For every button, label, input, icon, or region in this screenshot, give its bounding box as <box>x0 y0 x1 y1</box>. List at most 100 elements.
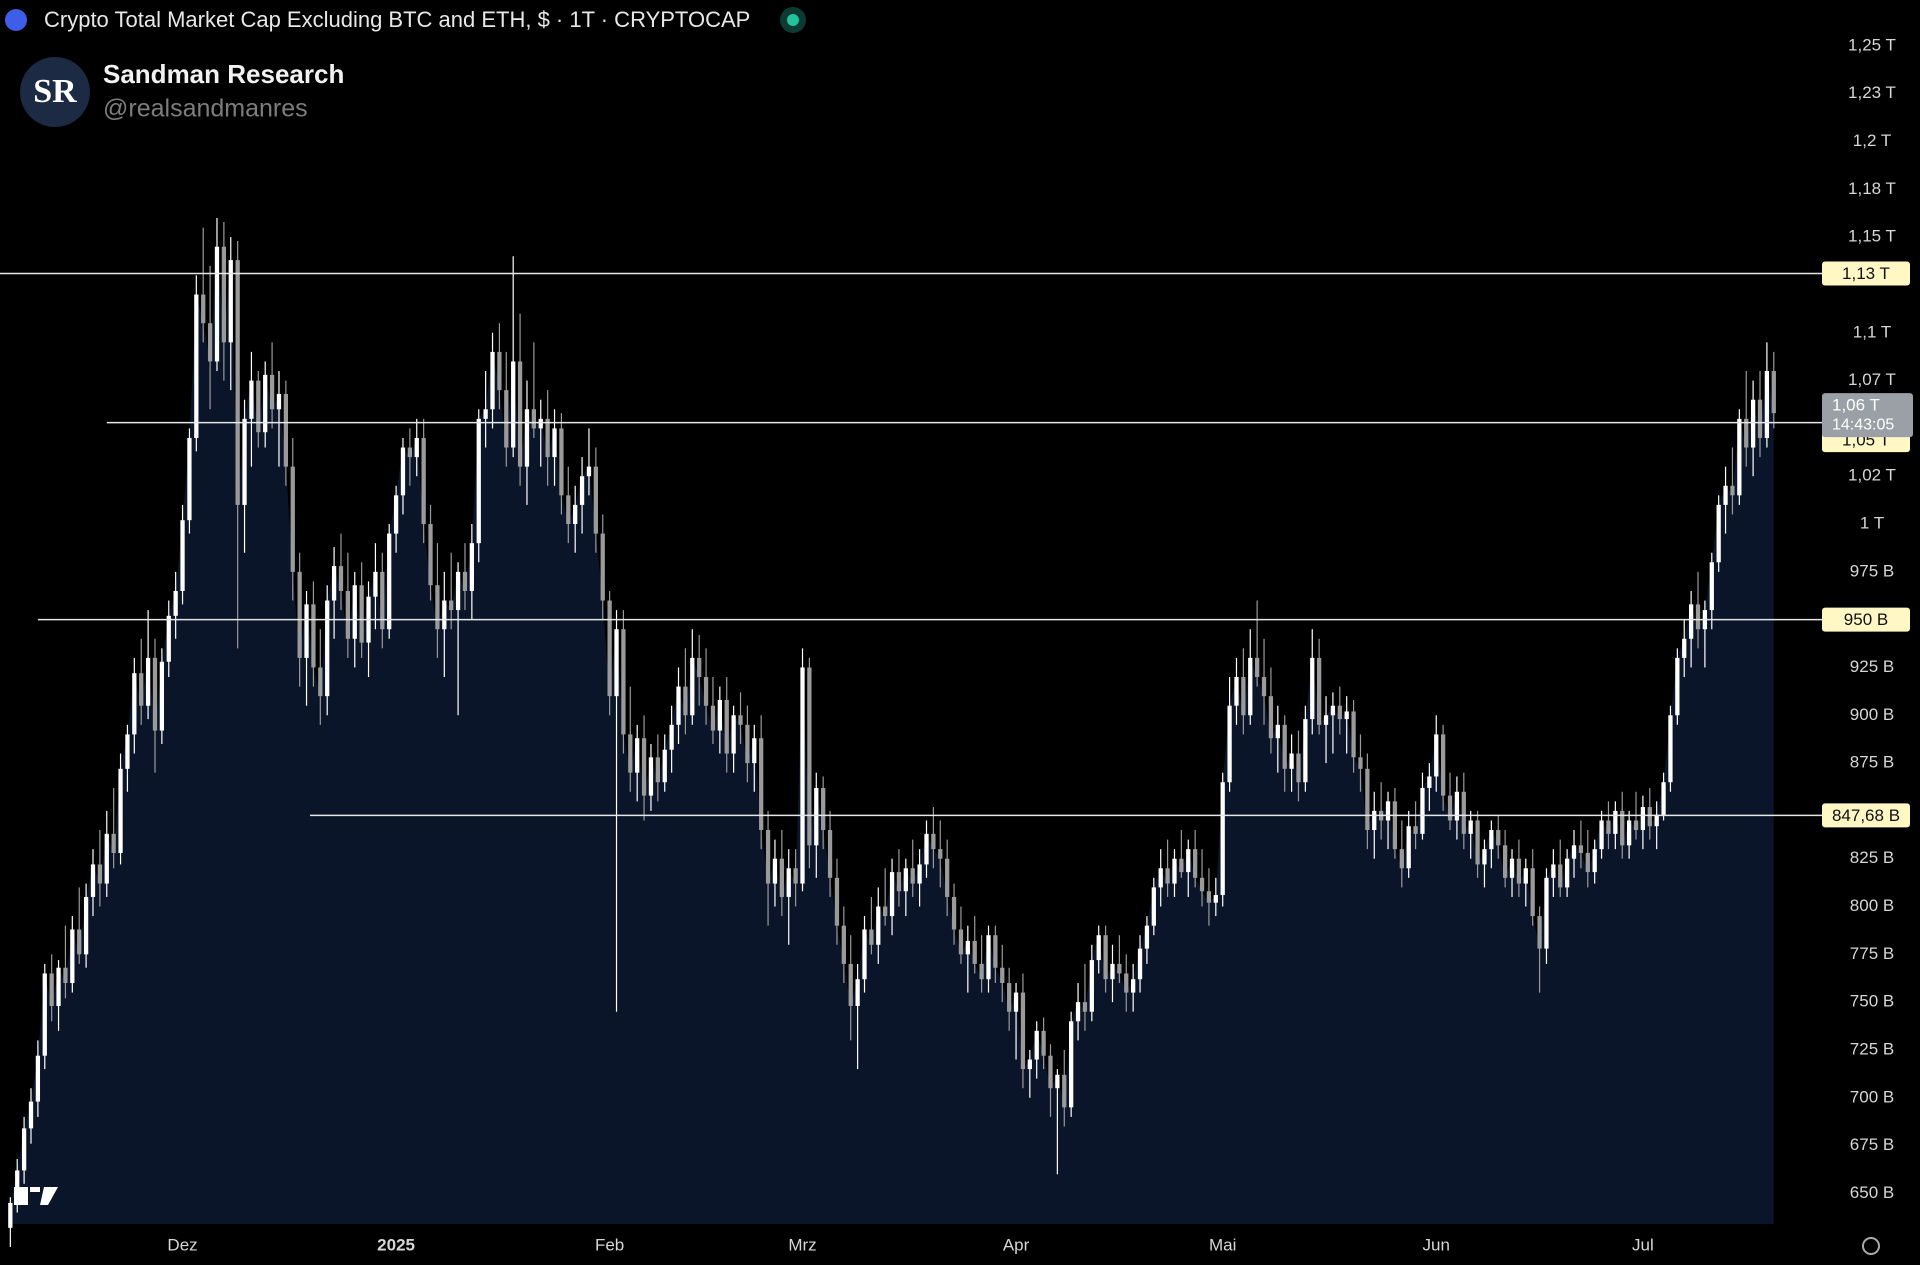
candle-body <box>593 466 598 534</box>
y-tick-label: 750 B <box>1850 992 1894 1011</box>
candle-body <box>855 979 860 1006</box>
candle-body <box>504 390 509 448</box>
candle-body <box>1103 935 1108 980</box>
candle-body <box>979 963 984 980</box>
candle-body <box>1695 604 1701 630</box>
candle-body <box>559 428 564 496</box>
candle-body <box>414 437 419 458</box>
y-tick-label: 725 B <box>1850 1039 1894 1058</box>
candle-body <box>1096 935 1101 961</box>
candle-body <box>400 447 406 496</box>
candle-body <box>194 294 199 438</box>
candle-body <box>1633 820 1639 831</box>
logo <box>20 57 90 127</box>
candle-body <box>145 657 151 706</box>
candle-body <box>745 724 750 764</box>
candle-body <box>1337 705 1342 720</box>
candle-body <box>1558 864 1563 888</box>
x-tick-label: 2025 <box>377 1235 415 1254</box>
candle-body <box>1523 868 1528 884</box>
candle-body <box>1461 791 1466 834</box>
candle-body <box>476 418 481 544</box>
candle-body <box>579 476 585 505</box>
candle-body <box>1137 948 1143 980</box>
candle-body <box>765 830 771 884</box>
candle-body <box>1626 820 1632 846</box>
y-tick-label: 900 B <box>1850 705 1894 724</box>
candle-body <box>1089 960 1094 1012</box>
candle-body <box>965 940 970 955</box>
candle-body <box>1447 795 1453 821</box>
candle-body <box>331 566 337 601</box>
candle-body <box>97 864 103 884</box>
y-tick-label: 1,23 T <box>1848 83 1896 102</box>
candle-body <box>1551 864 1556 878</box>
candle-body <box>738 715 743 725</box>
plot-area <box>8 218 1776 1247</box>
candle-body <box>1750 399 1756 448</box>
author-handle: @realsandmanres <box>103 95 308 123</box>
level-label-box <box>1822 261 1910 286</box>
status-dot <box>787 14 799 26</box>
y-tick-label: 775 B <box>1850 944 1894 963</box>
candle-body <box>1640 807 1646 831</box>
candle-body <box>352 585 357 639</box>
candle-body <box>1199 877 1205 892</box>
candle-body <box>421 437 426 525</box>
candle-body <box>731 715 736 754</box>
x-tick-label: Dez <box>167 1235 197 1254</box>
x-tick-label: Jul <box>1632 1235 1654 1254</box>
candle-body <box>1668 715 1673 783</box>
candle-body <box>1744 418 1749 448</box>
candle-body <box>1020 992 1026 1070</box>
candle-body <box>621 629 626 735</box>
candle-body <box>159 661 165 731</box>
candle-body <box>1475 820 1480 865</box>
candle-body <box>1062 1074 1067 1108</box>
candle-body <box>1055 1074 1060 1089</box>
candle-body <box>648 757 654 796</box>
candle-body <box>1620 810 1625 846</box>
candle-body <box>586 466 592 477</box>
candle-body <box>276 393 282 410</box>
candle-body <box>827 830 833 878</box>
candle-body <box>338 566 344 591</box>
candle-body <box>1261 677 1267 697</box>
candle-body <box>49 973 54 1006</box>
candle-body <box>662 749 667 783</box>
candle-body <box>614 629 619 697</box>
candle-body <box>1564 858 1570 888</box>
candle-body <box>256 380 261 433</box>
logo-text: SR <box>33 73 77 110</box>
candle-body <box>393 495 399 534</box>
candle-body <box>1496 830 1501 846</box>
candle-body <box>8 1202 13 1228</box>
candle-body <box>435 585 440 630</box>
x-tick-label: Mai <box>1209 1235 1236 1254</box>
candle-body <box>1234 677 1239 706</box>
settings-icon[interactable] <box>1862 1237 1880 1255</box>
candle-body <box>1365 768 1370 831</box>
candle-body <box>538 418 543 429</box>
candle-body <box>1599 820 1604 850</box>
candle-body <box>483 409 488 419</box>
candle-body <box>1007 983 1012 1012</box>
candle-body <box>683 686 688 716</box>
candle-body <box>1158 868 1163 888</box>
candle-body <box>104 833 109 884</box>
level-label: 950 B <box>1844 610 1888 629</box>
candle-body <box>958 929 964 955</box>
candle-body <box>373 571 378 597</box>
candle-body <box>283 393 289 467</box>
candle-body <box>290 466 295 572</box>
candle-body <box>876 906 881 945</box>
candle-body <box>1206 891 1212 903</box>
candle-body <box>951 896 957 930</box>
candle-body <box>655 757 660 783</box>
candle-body <box>83 896 89 955</box>
candle-body <box>1358 757 1363 769</box>
candle-body <box>1716 504 1721 563</box>
candle-body <box>490 351 495 410</box>
y-tick-label: 1,07 T <box>1848 370 1896 389</box>
candle-body <box>1268 696 1274 739</box>
